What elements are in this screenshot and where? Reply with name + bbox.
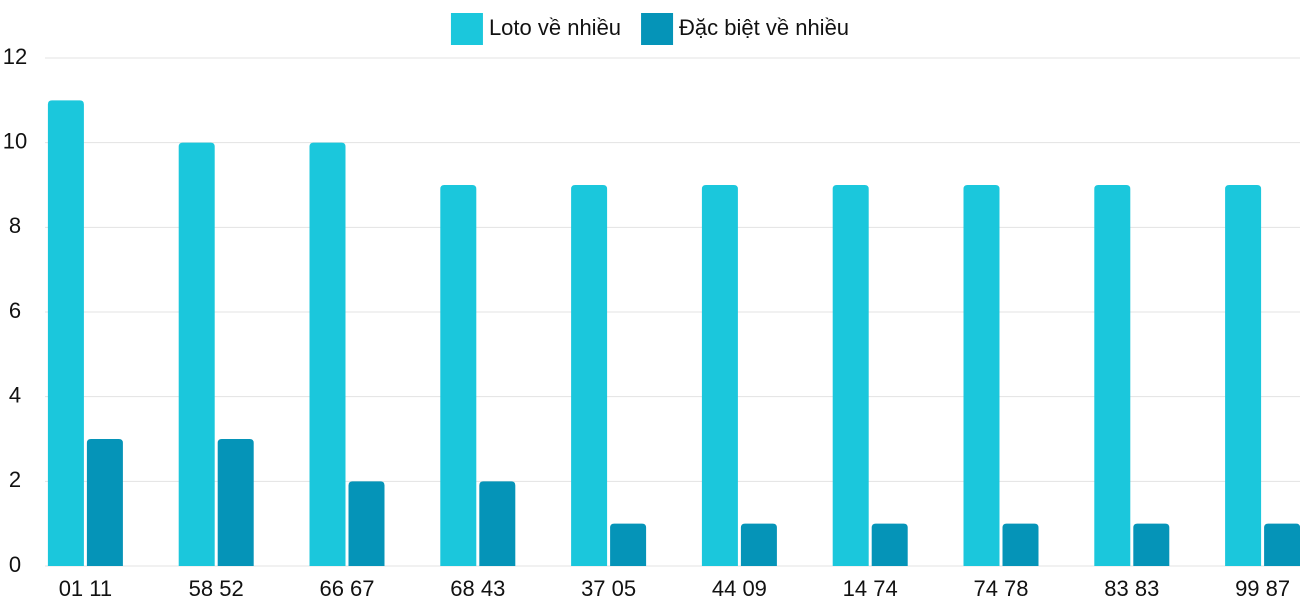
x-tick-label: 14 74 bbox=[843, 576, 898, 600]
bar bbox=[47, 100, 84, 566]
bar bbox=[740, 523, 777, 566]
bar bbox=[1264, 523, 1300, 566]
bar bbox=[963, 185, 1000, 566]
y-tick-label: 2 bbox=[9, 467, 21, 492]
bar bbox=[217, 439, 254, 566]
bar bbox=[309, 142, 346, 566]
x-tick-label: 68 43 bbox=[450, 576, 505, 600]
x-tick-label: 37 05 bbox=[581, 576, 636, 600]
x-tick-label: 74 78 bbox=[973, 576, 1028, 600]
legend-label: Đặc biệt về nhiều bbox=[679, 15, 849, 40]
bar bbox=[479, 481, 516, 566]
bar bbox=[571, 185, 608, 566]
bar bbox=[871, 523, 908, 566]
legend-swatch bbox=[641, 13, 674, 45]
x-tick-label: 83 83 bbox=[1104, 576, 1159, 600]
bar bbox=[1094, 185, 1131, 566]
y-tick-label: 8 bbox=[9, 213, 21, 238]
x-tick-label: 66 67 bbox=[319, 576, 374, 600]
bar bbox=[701, 185, 738, 566]
bar bbox=[440, 185, 477, 566]
bar bbox=[610, 523, 647, 566]
bar bbox=[1133, 523, 1170, 566]
bar bbox=[1002, 523, 1039, 566]
y-tick-label: 0 bbox=[9, 552, 21, 577]
y-tick-label: 10 bbox=[3, 128, 27, 153]
bar bbox=[1225, 185, 1262, 566]
y-tick-label: 12 bbox=[3, 44, 27, 69]
x-tick-label: 44 09 bbox=[712, 576, 767, 600]
y-tick-label: 6 bbox=[9, 298, 21, 323]
x-tick-label: 01 11 bbox=[59, 576, 112, 600]
x-tick-label: 99 87 bbox=[1235, 576, 1290, 600]
x-tick-label: 58 52 bbox=[189, 576, 244, 600]
bar bbox=[348, 481, 385, 566]
legend: Loto về nhiều Đặc biệt về nhiều bbox=[450, 13, 849, 45]
legend-swatch bbox=[450, 13, 483, 45]
bar bbox=[86, 439, 123, 566]
y-tick-label: 4 bbox=[9, 382, 21, 407]
bar bbox=[832, 185, 869, 566]
legend-label: Loto về nhiều bbox=[489, 15, 621, 40]
bar bbox=[178, 142, 215, 566]
